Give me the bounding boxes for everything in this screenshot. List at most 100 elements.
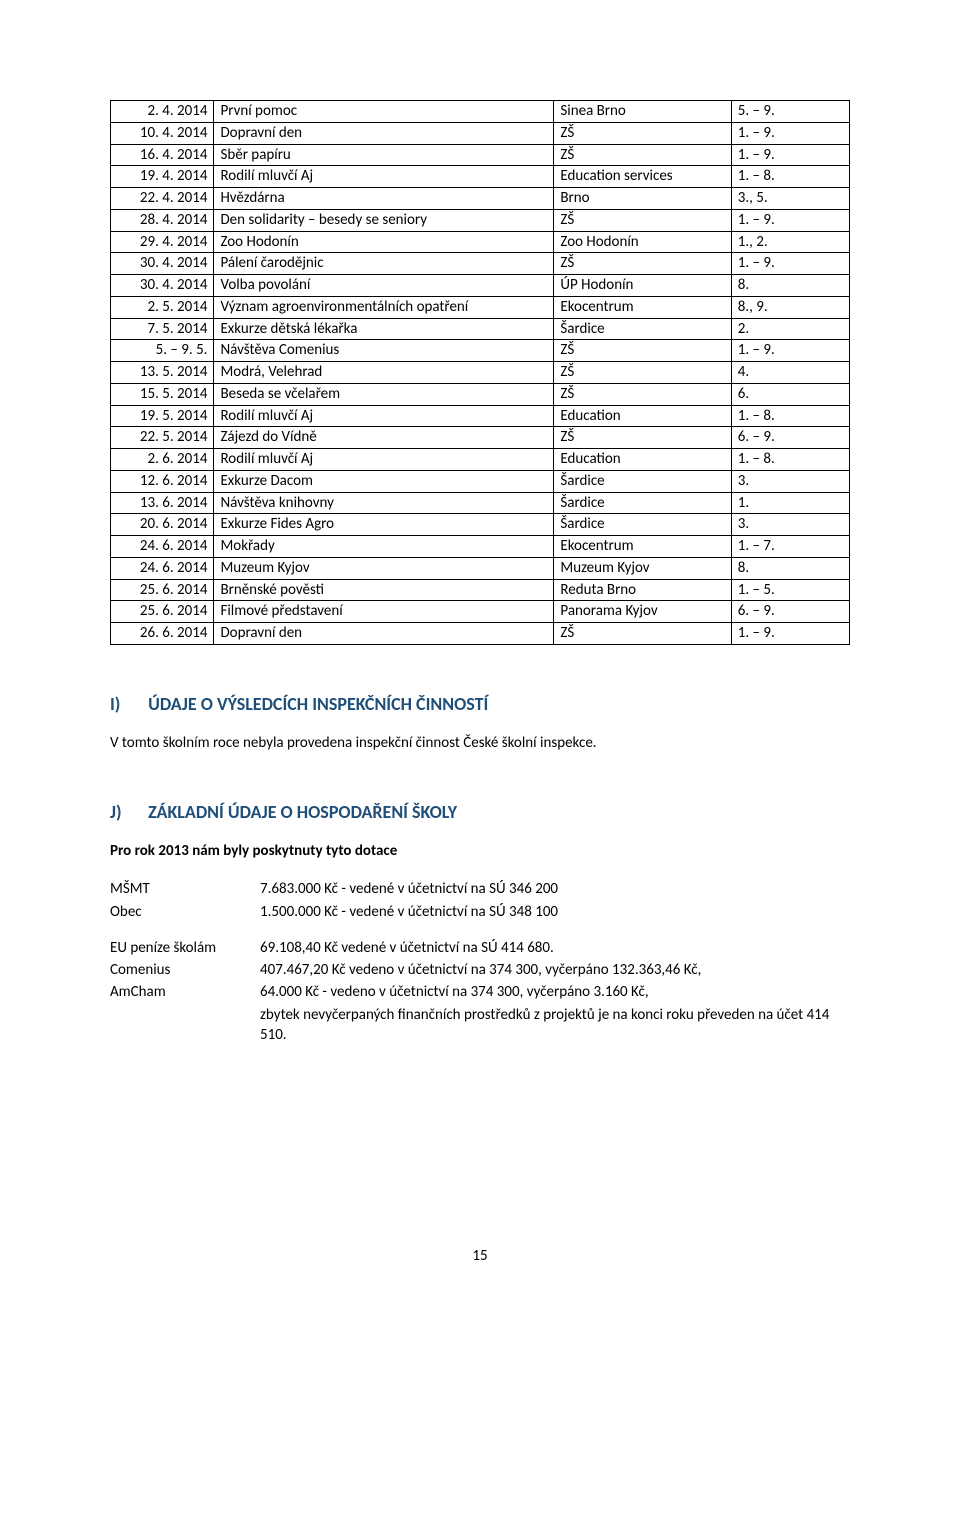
table-cell: 25. 6. 2014 xyxy=(111,579,214,601)
funding-value: 407.467,20 Kč vedeno v účetnictví na 374… xyxy=(260,960,850,982)
events-table: 2. 4. 2014První pomocSinea Brno5. – 9.10… xyxy=(110,100,850,645)
table-cell: Reduta Brno xyxy=(554,579,731,601)
funding-key: Obec xyxy=(110,902,260,924)
table-row: 24. 6. 2014MokřadyEkocentrum1. – 7. xyxy=(111,536,850,558)
table-cell: Brno xyxy=(554,188,731,210)
table-cell: 16. 4. 2014 xyxy=(111,144,214,166)
table-cell: 30. 4. 2014 xyxy=(111,253,214,275)
section-j-label: J) xyxy=(110,801,144,823)
table-cell: 6. – 9. xyxy=(731,601,849,623)
table-cell: 29. 4. 2014 xyxy=(111,231,214,253)
table-cell: 6. – 9. xyxy=(731,427,849,449)
table-row: 10. 4. 2014Dopravní denZŠ1. – 9. xyxy=(111,122,850,144)
table-cell: 1. – 5. xyxy=(731,579,849,601)
table-cell: 8. xyxy=(731,557,849,579)
table-cell: Beseda se včelařem xyxy=(214,383,554,405)
table-cell: 2. 4. 2014 xyxy=(111,101,214,123)
table-cell: Education services xyxy=(554,166,731,188)
section-i-title: ÚDAJE O VÝSLEDCÍCH INSPEKČNÍCH ČINNOSTÍ xyxy=(148,693,488,715)
table-cell: 1., 2. xyxy=(731,231,849,253)
table-cell: Exkurze dětská lékařka xyxy=(214,318,554,340)
table-row: 7. 5. 2014Exkurze dětská lékařkaŠardice2… xyxy=(111,318,850,340)
table-cell: Den solidarity – besedy se seniory xyxy=(214,209,554,231)
table-cell: 1. xyxy=(731,492,849,514)
table-row: 15. 5. 2014Beseda se včelařemZŠ6. xyxy=(111,383,850,405)
table-cell: Hvězdárna xyxy=(214,188,554,210)
table-cell: Muzeum Kyjov xyxy=(554,557,731,579)
table-cell: Mokřady xyxy=(214,536,554,558)
table-cell: 6. xyxy=(731,383,849,405)
table-row: 12. 6. 2014Exkurze DacomŠardice3. xyxy=(111,470,850,492)
table-row: 22. 5. 2014Zájezd do VídněZŠ6. – 9. xyxy=(111,427,850,449)
section-i-label: I) xyxy=(110,693,144,715)
table-cell: Muzeum Kyjov xyxy=(214,557,554,579)
table-cell: 1. – 9. xyxy=(731,144,849,166)
funding-value: zbytek nevyčerpaných finančních prostřed… xyxy=(260,1005,850,1048)
page-number: 15 xyxy=(110,1247,850,1265)
table-row: 25. 6. 2014Brněnské pověstiReduta Brno1.… xyxy=(111,579,850,601)
table-cell: 19. 4. 2014 xyxy=(111,166,214,188)
table-cell: 22. 4. 2014 xyxy=(111,188,214,210)
funding-key xyxy=(110,1005,260,1048)
table-row: 2. 4. 2014První pomocSinea Brno5. – 9. xyxy=(111,101,850,123)
section-i-text: V tomto školním roce nebyla provedena in… xyxy=(110,733,850,753)
table-cell: Rodilí mluvčí Aj xyxy=(214,449,554,471)
section-j-subtitle: Pro rok 2013 nám byly poskytnuty tyto do… xyxy=(110,841,850,861)
table-cell: ZŠ xyxy=(554,383,731,405)
table-cell: 1. – 8. xyxy=(731,405,849,427)
table-cell: Dopravní den xyxy=(214,623,554,645)
table-row: 13. 5. 2014Modrá, VelehradZŠ4. xyxy=(111,362,850,384)
table-cell: 1. – 7. xyxy=(731,536,849,558)
table-cell: 5. – 9. xyxy=(731,101,849,123)
funding-row: Obec1.500.000 Kč - vedené v účetnictví n… xyxy=(110,902,558,924)
table-cell: 5. – 9. 5. xyxy=(111,340,214,362)
table-cell: Panorama Kyjov xyxy=(554,601,731,623)
table-cell: Návštěva Comenius xyxy=(214,340,554,362)
funding-value: 64.000 Kč - vedeno v účetnictví na 374 3… xyxy=(260,982,850,1004)
table-cell: 25. 6. 2014 xyxy=(111,601,214,623)
funding-row: Comenius407.467,20 Kč vedeno v účetnictv… xyxy=(110,960,850,982)
table-cell: 8. xyxy=(731,275,849,297)
table-cell: Rodilí mluvčí Aj xyxy=(214,405,554,427)
table-row: 19. 4. 2014Rodilí mluvčí AjEducation ser… xyxy=(111,166,850,188)
funding-row: AmCham64.000 Kč - vedeno v účetnictví na… xyxy=(110,982,850,1004)
table-cell: ZŠ xyxy=(554,427,731,449)
table-cell: Pálení čarodějnic xyxy=(214,253,554,275)
funding-key: Comenius xyxy=(110,960,260,982)
table-row: 22. 4. 2014HvězdárnaBrno3., 5. xyxy=(111,188,850,210)
table-cell: ZŠ xyxy=(554,122,731,144)
table-row: 30. 4. 2014Volba povoláníÚP Hodonín8. xyxy=(111,275,850,297)
table-cell: 1. – 8. xyxy=(731,166,849,188)
funding-value: 7.683.000 Kč - vedené v účetnictví na SÚ… xyxy=(260,879,558,901)
funding-value: 1.500.000 Kč - vedené v účetnictví na SÚ… xyxy=(260,902,558,924)
table-cell: Ekocentrum xyxy=(554,536,731,558)
table-cell: Šardice xyxy=(554,470,731,492)
table-cell: Význam agroenvironmentálních opatření xyxy=(214,296,554,318)
funding-key: MŠMT xyxy=(110,879,260,901)
table-cell: Šardice xyxy=(554,514,731,536)
table-row: 5. – 9. 5.Návštěva ComeniusZŠ1. – 9. xyxy=(111,340,850,362)
table-cell: ZŠ xyxy=(554,362,731,384)
table-cell: Sinea Brno xyxy=(554,101,731,123)
table-cell: 2. xyxy=(731,318,849,340)
table-cell: 3. xyxy=(731,514,849,536)
table-cell: 1. – 9. xyxy=(731,122,849,144)
table-row: 2. 5. 2014Význam agroenvironmentálních o… xyxy=(111,296,850,318)
table-cell: 30. 4. 2014 xyxy=(111,275,214,297)
table-cell: Education xyxy=(554,449,731,471)
funding-key: EU peníze školám xyxy=(110,938,260,960)
table-row: 26. 6. 2014Dopravní denZŠ1. – 9. xyxy=(111,623,850,645)
funding-value: 69.108,40 Kč vedené v účetnictví na SÚ 4… xyxy=(260,938,850,960)
table-cell: Zoo Hodonín xyxy=(554,231,731,253)
table-cell: 24. 6. 2014 xyxy=(111,557,214,579)
funding-row: zbytek nevyčerpaných finančních prostřed… xyxy=(110,1005,850,1048)
table-cell: Filmové představení xyxy=(214,601,554,623)
table-cell: Zájezd do Vídně xyxy=(214,427,554,449)
table-cell: Exkurze Dacom xyxy=(214,470,554,492)
table-cell: 26. 6. 2014 xyxy=(111,623,214,645)
table-cell: Ekocentrum xyxy=(554,296,731,318)
table-cell: 1. – 9. xyxy=(731,623,849,645)
table-row: 24. 6. 2014Muzeum KyjovMuzeum Kyjov8. xyxy=(111,557,850,579)
table-cell: 24. 6. 2014 xyxy=(111,536,214,558)
section-j-heading: J) ZÁKLADNÍ ÚDAJE O HOSPODAŘENÍ ŠKOLY xyxy=(110,801,850,823)
